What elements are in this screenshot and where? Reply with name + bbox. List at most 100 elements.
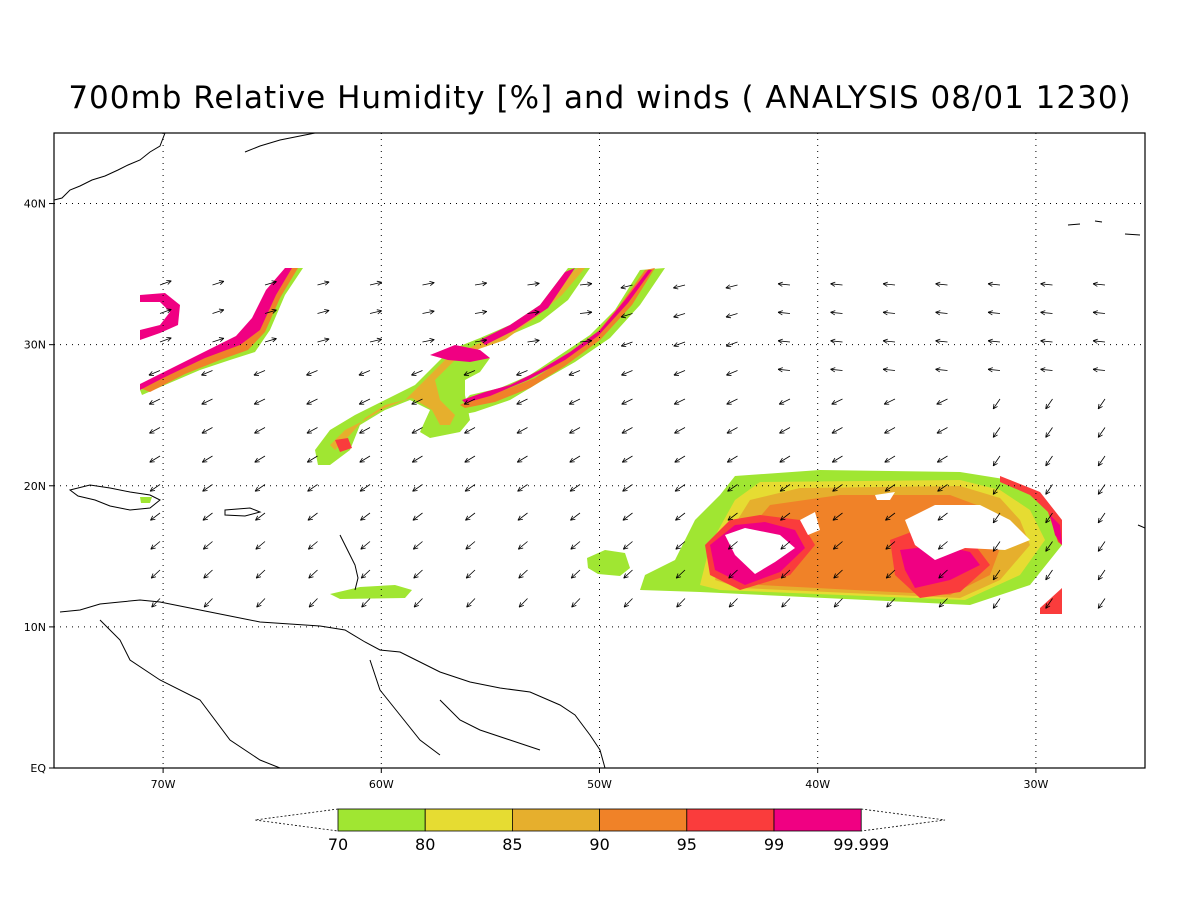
wind-arrow	[1040, 281, 1053, 287]
wind-arrow	[778, 398, 791, 405]
wind-arrow	[463, 398, 476, 405]
colorbar-label: 99.999	[833, 835, 889, 854]
colorbar-label: 90	[589, 835, 609, 854]
wind-arrow	[725, 313, 738, 319]
wind-arrow	[253, 370, 266, 376]
wind-arrow	[465, 512, 476, 521]
wind-arrow	[830, 367, 843, 373]
wind-arrow	[992, 569, 1001, 581]
lat-tick-label: 10N	[24, 621, 46, 634]
colorbar-label: 95	[677, 835, 697, 854]
wind-arrow	[831, 427, 843, 434]
wind-arrow	[727, 541, 738, 550]
wind-arrow	[307, 484, 318, 492]
wind-arrow	[781, 598, 791, 608]
wind-arrow	[212, 337, 225, 343]
wind-arrow	[884, 427, 896, 434]
wind-arrow	[1092, 338, 1106, 344]
wind-arrow	[518, 598, 528, 608]
wind-arrow	[882, 367, 896, 373]
wind-arrow	[150, 512, 161, 521]
map-grid	[54, 133, 1145, 768]
coastlines	[54, 133, 1145, 768]
wind-arrow	[727, 484, 738, 492]
wind-arrow	[579, 338, 593, 344]
wind-arrow	[622, 512, 633, 521]
wind-arrow	[412, 541, 423, 550]
wind-arrow	[727, 512, 738, 521]
wind-arrow	[264, 337, 277, 343]
wind-arrow	[518, 569, 528, 579]
wind-arrow	[369, 309, 382, 315]
wind-arrow	[463, 370, 476, 376]
wind-arrow	[780, 569, 791, 579]
wind-arrow	[831, 398, 843, 405]
wind-arrow	[936, 398, 948, 405]
wind-arrow	[938, 569, 948, 579]
wind-arrow	[570, 569, 581, 579]
dry-hole-1	[725, 528, 795, 574]
wind-arrow	[422, 309, 435, 315]
wind-arrow	[517, 541, 528, 550]
wind-arrow	[306, 427, 318, 434]
wind-arrow	[307, 541, 318, 550]
colorbar-label: 80	[415, 835, 435, 854]
wind-arrow	[987, 281, 1001, 287]
wind-arrow	[360, 569, 371, 579]
wind-arrow	[728, 569, 738, 579]
lon-tick-label: 50W	[587, 778, 612, 791]
humidity-blob-island	[330, 585, 412, 599]
wind-arrow	[673, 313, 686, 319]
wind-arrow	[726, 427, 738, 434]
wind-arrow	[569, 455, 581, 463]
wind-arrow	[516, 455, 528, 463]
wind-arrow	[253, 398, 266, 405]
wind-arrow	[832, 512, 843, 521]
wind-arrow	[621, 455, 633, 463]
wind-arrow	[885, 512, 896, 521]
wind-arrow	[992, 598, 1001, 609]
colorbar: 70 80 85 90 95 99 99.999	[254, 808, 946, 854]
wind-arrow	[992, 427, 1001, 438]
colorbar-label: 85	[502, 835, 522, 854]
wind-arrow	[992, 541, 1001, 552]
humidity-band-east	[1000, 476, 1062, 545]
wind-arrow	[992, 484, 1001, 495]
wind-arrow	[359, 455, 371, 463]
wind-arrow	[150, 541, 161, 550]
wind-arrow	[987, 367, 1001, 373]
wind-arrow	[411, 370, 423, 376]
humidity-blob-50w	[587, 550, 630, 576]
wind-arrow	[621, 398, 633, 405]
wind-arrow	[464, 427, 476, 434]
wind-arrow	[882, 338, 896, 344]
wind-arrow	[938, 598, 948, 608]
wind-arrow	[673, 398, 686, 405]
wind-arrow	[201, 455, 213, 463]
wind-arrow	[569, 427, 581, 434]
wind-arrow	[255, 569, 266, 579]
wind-arrow	[254, 455, 266, 463]
wind-arrow	[517, 484, 528, 492]
wind-arrow	[1045, 427, 1053, 438]
wind-arrow	[1045, 455, 1053, 467]
wind-arrow	[202, 541, 213, 550]
wind-arrow	[1045, 569, 1053, 581]
wind-arrow	[830, 338, 843, 344]
wind-arrow	[464, 484, 476, 492]
wind-arrow	[150, 569, 161, 579]
wind-arrow	[516, 370, 528, 376]
wind-arrow	[935, 367, 948, 373]
wind-arrow	[148, 370, 161, 376]
wind-arrow	[623, 598, 633, 608]
wind-arrow	[201, 427, 213, 434]
lat-tick-label: EQ	[30, 762, 46, 775]
wind-arrow	[203, 598, 213, 608]
wind-arrow	[674, 455, 686, 463]
wind-arrow	[882, 310, 896, 316]
wind-arrow	[777, 338, 791, 344]
wind-arrow	[569, 484, 581, 492]
wind-arrow	[151, 598, 161, 608]
wind-arrow	[579, 310, 593, 316]
lon-tick-label: 70W	[151, 778, 176, 791]
